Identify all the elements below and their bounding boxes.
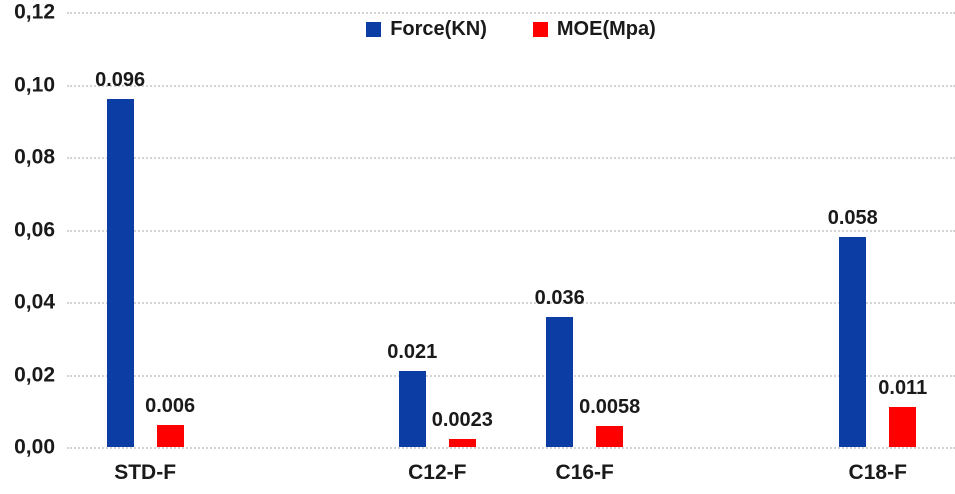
bar-group-c12-f: 0.021 0.0023 (387, 12, 493, 447)
x-axis-category-label: C12-F (408, 461, 467, 484)
force-series-swatch-icon (366, 21, 382, 37)
data-label: 0.096 (95, 69, 146, 91)
data-label: 0.058 (827, 206, 878, 229)
moe-mpa-bar (448, 438, 476, 447)
y-axis-tick-label: 0,00 (14, 435, 55, 459)
bar-group-c16-f: 0.036 0.0058 (535, 12, 640, 447)
y-axis-tick-label: 0,08 (14, 145, 55, 169)
moe-series-swatch-icon (532, 21, 548, 37)
data-label: 0.036 (534, 286, 585, 309)
force-kn-bar (546, 316, 574, 447)
force-kn-bar (398, 370, 426, 447)
x-axis-category-label: C16-F (555, 461, 614, 484)
x-axis-category-label: C18-F (848, 461, 907, 484)
x-axis-category-label: STD-F (114, 461, 177, 484)
chart-legend: Force(KN) MOE(Mpa) (67, 18, 955, 40)
legend-label-moe: MOE(Mpa) (556, 18, 656, 40)
y-axis-tick-label: 0,02 (14, 363, 55, 386)
bar-group-c18-f: 0.058 0.011 (828, 12, 927, 447)
gridline (67, 157, 955, 159)
force-kn-bar (839, 236, 867, 447)
legend-entry-force: Force(KN) (366, 18, 487, 40)
data-label: 0.0058 (579, 395, 641, 418)
gridline (67, 302, 955, 304)
force-kn-bar (106, 99, 134, 447)
gridline (67, 374, 955, 377)
moe-mpa-bar (596, 425, 624, 447)
y-axis-tick-label: 0,04 (14, 290, 55, 314)
gridline (67, 12, 955, 14)
legend-entry-moe: MOE(Mpa) (532, 18, 656, 40)
bar-group-std-f: 0.096 0.006 (95, 12, 195, 447)
moe-mpa-bar (156, 425, 184, 447)
plot-area: 0.096 0.006 0.021 0.0023 0.036 0.0058 0.058 0.0… (67, 12, 955, 449)
gridline (67, 229, 955, 232)
y-axis-tick-label: 0,12 (14, 0, 55, 24)
data-label: 0.011 (878, 377, 928, 400)
y-axis-tick-label: 0,06 (14, 218, 55, 241)
data-label: 0.021 (387, 340, 438, 363)
gridline (67, 84, 955, 87)
gridline (67, 447, 955, 449)
y-axis-tick-label: 0,10 (14, 73, 55, 96)
moe-mpa-bar (889, 407, 917, 447)
legend-label-force: Force(KN) (390, 18, 487, 40)
data-label: 0.006 (145, 395, 196, 418)
data-label: 0.0023 (431, 408, 493, 431)
